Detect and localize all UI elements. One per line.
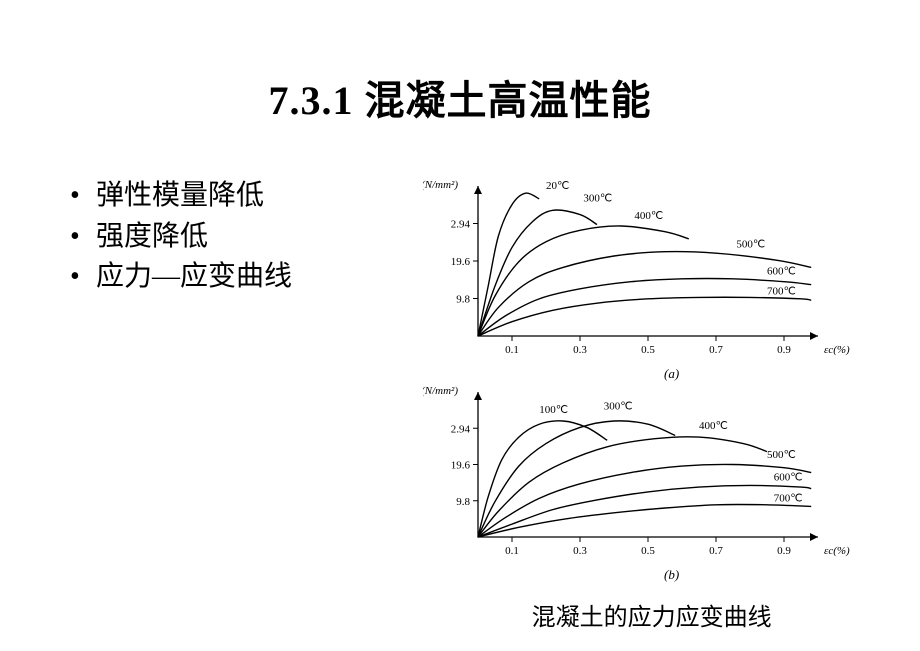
chart-svg: 9.8 19.6 2.94 0.1 0.3 0.5 0.7 0.9 σc(N/mm²) εc(%)…	[423, 176, 878, 366]
curve	[478, 226, 689, 336]
curve-label: 300℃	[584, 193, 613, 205]
x-axis-label: εc(%)	[824, 344, 850, 356]
title-number: 7.3.1	[269, 78, 354, 123]
subcaption-b: (b)	[423, 567, 920, 583]
y-tick-label: 2.94	[451, 219, 471, 231]
curve	[478, 210, 597, 336]
page-title: 7.3.1 混凝土高温性能	[0, 0, 920, 126]
y-tick-label: 9.8	[456, 294, 470, 306]
curve-label: 700℃	[767, 286, 796, 298]
x-tick-label: 0.9	[777, 545, 791, 557]
curve-label: 100℃	[539, 404, 568, 416]
y-tick-label: 19.6	[451, 256, 471, 268]
y-tick-label: 9.8	[456, 496, 470, 508]
subcaption-a: (a)	[423, 366, 920, 382]
stress-strain-chart-a: 9.8 19.6 2.94 0.1 0.3 0.5 0.7 0.9 σc(N/mm²) εc(%)…	[423, 176, 920, 366]
bullet-item: 弹性模量降低	[70, 176, 423, 217]
x-tick-label: 0.5	[641, 545, 655, 557]
curve-label: 300℃	[604, 401, 633, 413]
bullet-list: 弹性模量降低 强度降低 应力—应变曲线	[0, 176, 423, 632]
curve-label: 600℃	[767, 266, 796, 278]
title-text: 混凝土高温性能	[365, 78, 652, 123]
curve	[478, 421, 607, 537]
curve	[478, 279, 811, 337]
x-tick-label: 0.1	[505, 344, 519, 356]
curve-label: 400℃	[699, 420, 728, 432]
x-tick-label: 0.7	[709, 344, 723, 356]
curve-label: 500℃	[767, 449, 796, 461]
curve-label: 400℃	[635, 210, 664, 222]
chart-svg: 9.8 19.6 2.94 0.1 0.3 0.5 0.7 0.9 σc(N/mm²) εc(%)…	[423, 382, 878, 567]
x-tick-label: 0.7	[709, 545, 723, 557]
curve	[478, 437, 767, 537]
curve	[478, 485, 811, 537]
y-axis-label: σc(N/mm²)	[423, 179, 458, 191]
x-tick-label: 0.5	[641, 344, 655, 356]
x-tick-label: 0.3	[573, 344, 587, 356]
curve-label: 600℃	[774, 472, 803, 484]
curve-label: 500℃	[737, 238, 766, 250]
curve	[478, 421, 675, 537]
x-tick-label: 0.9	[777, 344, 791, 356]
y-axis-label: σc(N/mm²)	[423, 385, 458, 397]
y-tick-label: 19.6	[451, 460, 471, 472]
slide: 7.3.1 混凝土高温性能 弹性模量降低 强度降低 应力—应变曲线 9.8 19.…	[0, 0, 920, 651]
bullet-item: 应力—应变曲线	[70, 257, 423, 298]
x-tick-label: 0.1	[505, 545, 519, 557]
content-row: 弹性模量降低 强度降低 应力—应变曲线 9.8 19.6 2.94 0.1 0.3 0.5…	[0, 176, 920, 632]
bullet-item: 强度降低	[70, 217, 423, 258]
x-tick-label: 0.3	[573, 545, 587, 557]
curve	[478, 252, 811, 336]
curve	[478, 504, 811, 537]
stress-strain-chart-b: 9.8 19.6 2.94 0.1 0.3 0.5 0.7 0.9 σc(N/mm²) εc(%)…	[423, 382, 920, 567]
x-axis-label: εc(%)	[824, 545, 850, 557]
curve-label: 20℃	[546, 180, 569, 192]
figure-area: 9.8 19.6 2.94 0.1 0.3 0.5 0.7 0.9 σc(N/mm²) εc(%)…	[423, 176, 920, 632]
figure-caption: 混凝土的应力应变曲线	[423, 597, 920, 632]
y-tick-label: 2.94	[451, 423, 471, 435]
curve-label: 700℃	[774, 493, 803, 505]
